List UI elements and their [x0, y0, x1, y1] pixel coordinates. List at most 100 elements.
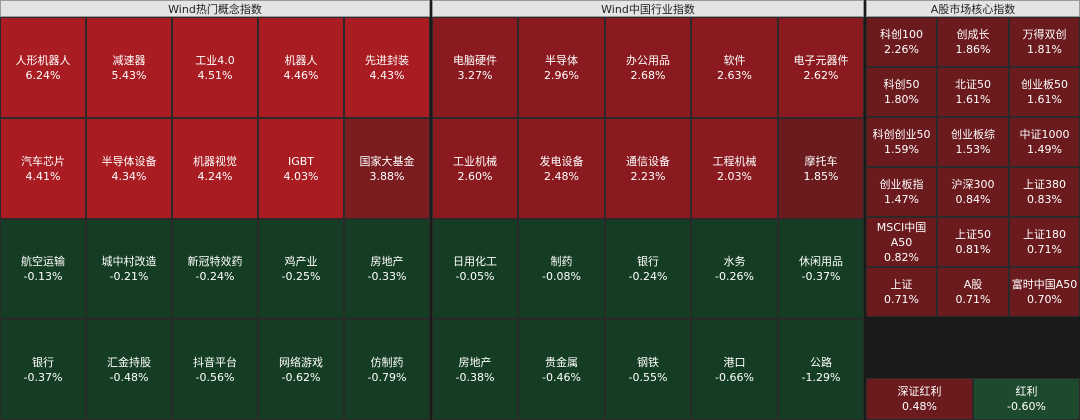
industry-tile[interactable]: 水务 -0.26% — [691, 219, 778, 319]
core-tile[interactable]: 创业板50 1.61% — [1009, 67, 1080, 117]
industry-tile[interactable]: 摩托车 1.85% — [778, 118, 864, 219]
core-tile[interactable]: 上证50 0.81% — [937, 217, 1009, 267]
industry-tile[interactable]: 通信设备 2.23% — [605, 118, 691, 219]
industry-tile[interactable]: 港口 -0.66% — [691, 319, 778, 420]
concept-tile[interactable]: 汽车芯片 4.41% — [0, 118, 86, 219]
core-tile[interactable]: 创业板指 1.47% — [866, 167, 937, 217]
tile-name: 万得双创 — [1022, 28, 1067, 41]
industry-tile[interactable]: 房地产 -0.38% — [432, 319, 518, 420]
industry-tile[interactable]: 电子元器件 2.62% — [778, 17, 864, 118]
tile-name: 工业机械 — [453, 154, 497, 168]
tile-change-pct: 2.62% — [803, 68, 839, 82]
tile-name: 科创50 — [883, 78, 920, 91]
core-tile[interactable]: 上证 0.71% — [866, 267, 937, 317]
industry-tile[interactable]: 钢铁 -0.55% — [605, 319, 691, 420]
tile-change-pct: 2.48% — [544, 169, 579, 183]
tile-name: 办公用品 — [626, 53, 670, 67]
tile-name: 城中村改造 — [101, 255, 157, 268]
tile-name: 日用化工 — [453, 255, 497, 268]
tile-change-pct: -0.37% — [801, 270, 841, 283]
core-tile[interactable]: 创成长 1.86% — [937, 17, 1009, 67]
core-tile[interactable]: 科创100 2.26% — [866, 17, 937, 67]
industry-tile[interactable]: 银行 -0.24% — [605, 219, 691, 319]
concept-tile[interactable]: 鸡产业 -0.25% — [258, 219, 344, 319]
tile-name: 创成长 — [956, 28, 990, 41]
tile-change-pct: -0.37% — [23, 370, 63, 384]
concept-tile[interactable]: 人形机器人 6.24% — [0, 17, 86, 118]
concept-tile[interactable]: 银行 -0.37% — [0, 319, 86, 420]
concept-tile[interactable]: 网络游戏 -0.62% — [258, 319, 344, 420]
concept-tile[interactable]: 机器人 4.46% — [258, 17, 344, 118]
tile-name: 创业板综 — [951, 128, 995, 141]
concept-tile[interactable]: 新冠特效药 -0.24% — [172, 219, 258, 319]
core-tile[interactable]: 北证50 1.61% — [937, 67, 1009, 117]
tile-change-pct: 5.43% — [111, 68, 147, 82]
tile-name: 汇金持股 — [107, 355, 151, 369]
core-tile[interactable]: 上证180 0.71% — [1009, 217, 1080, 267]
tile-name: 中证1000 — [1019, 128, 1070, 141]
tile-change-pct: 6.24% — [25, 68, 61, 82]
concept-tile[interactable]: 半导体设备 4.34% — [86, 118, 172, 219]
core-tile[interactable]: 红利 -0.60% — [973, 378, 1080, 420]
tile-change-pct: 1.61% — [955, 93, 991, 106]
tile-change-pct: 0.71% — [955, 293, 991, 306]
concept-tile[interactable]: IGBT 4.03% — [258, 118, 344, 219]
concept-tile[interactable]: 先进封装 4.43% — [344, 17, 430, 118]
tile-name: 北证50 — [955, 78, 991, 91]
tile-name: 富时中国A50 — [1011, 278, 1078, 291]
industry-tile[interactable]: 工业机械 2.60% — [432, 118, 518, 219]
industry-tile[interactable]: 办公用品 2.68% — [605, 17, 691, 118]
core-tile[interactable]: 万得双创 1.81% — [1009, 17, 1080, 67]
concept-tile[interactable]: 仿制药 -0.79% — [344, 319, 430, 420]
industry-tile[interactable]: 电脑硬件 3.27% — [432, 17, 518, 118]
core-tile[interactable]: 中证1000 1.49% — [1009, 117, 1080, 167]
tile-name: 抖音平台 — [193, 355, 237, 369]
concept-tile[interactable]: 汇金持股 -0.48% — [86, 319, 172, 420]
core-tile[interactable]: 深证红利 0.48% — [866, 378, 973, 420]
tile-change-pct: -0.24% — [195, 270, 235, 283]
industry-tile[interactable]: 贵金属 -0.46% — [518, 319, 605, 420]
core-tile[interactable]: 上证380 0.83% — [1009, 167, 1080, 217]
concept-tile[interactable]: 航空运输 -0.13% — [0, 219, 86, 319]
concept-tile[interactable]: 抖音平台 -0.56% — [172, 319, 258, 420]
tile-change-pct: 0.84% — [955, 193, 991, 206]
tile-name: 贵金属 — [545, 355, 578, 369]
industry-tile[interactable]: 软件 2.63% — [691, 17, 778, 118]
industry-tile[interactable]: 公路 -1.29% — [778, 319, 864, 420]
core-tile[interactable]: 科创50 1.80% — [866, 67, 937, 117]
tile-change-pct: -0.55% — [628, 370, 668, 384]
tile-name: 鸡产业 — [284, 255, 318, 268]
tile-change-pct: 1.61% — [1027, 93, 1062, 106]
tile-change-pct: 1.59% — [884, 143, 919, 156]
tile-name: 上证380 — [1023, 178, 1066, 191]
industry-tile[interactable]: 发电设备 2.48% — [518, 118, 605, 219]
concept-tile[interactable]: 工业4.0 4.51% — [172, 17, 258, 118]
industry-tile[interactable]: 半导体 2.96% — [518, 17, 605, 118]
concept-tile[interactable]: 城中村改造 -0.21% — [86, 219, 172, 319]
industry-tile[interactable]: 休闲用品 -0.37% — [778, 219, 864, 319]
industry-tile[interactable]: 工程机械 2.03% — [691, 118, 778, 219]
tile-name: 银行 — [637, 255, 659, 268]
tile-change-pct: -0.24% — [628, 270, 668, 283]
tile-name: 工业4.0 — [195, 53, 235, 67]
core-tile[interactable]: 沪深300 0.84% — [937, 167, 1009, 217]
concept-tile[interactable]: 机器视觉 4.24% — [172, 118, 258, 219]
core-tile[interactable]: 科创创业50 1.59% — [866, 117, 937, 167]
tile-name: 上证50 — [955, 228, 991, 241]
tile-name: 红利 — [1015, 385, 1038, 398]
concept-tile[interactable]: 房地产 -0.33% — [344, 219, 430, 319]
concept-tile[interactable]: 国家大基金 3.88% — [344, 118, 430, 219]
tile-change-pct: 4.24% — [197, 169, 233, 183]
core-tile[interactable]: 富时中国A50 0.70% — [1009, 267, 1080, 317]
core-tile[interactable]: 创业板综 1.53% — [937, 117, 1009, 167]
concept-tile[interactable]: 减速器 5.43% — [86, 17, 172, 118]
tile-name: 沪深300 — [951, 178, 995, 191]
core-tile[interactable]: A股 0.71% — [937, 267, 1009, 317]
tile-change-pct: -0.79% — [367, 370, 407, 384]
industry-tile[interactable]: 日用化工 -0.05% — [432, 219, 518, 319]
core-tile[interactable]: MSCI中国A50 0.82% — [866, 217, 937, 267]
tile-name: 汽车芯片 — [21, 154, 65, 168]
industry-tile[interactable]: 制药 -0.08% — [518, 219, 605, 319]
tile-change-pct: 0.71% — [884, 293, 919, 306]
tile-name: MSCI中国A50 — [876, 220, 927, 249]
